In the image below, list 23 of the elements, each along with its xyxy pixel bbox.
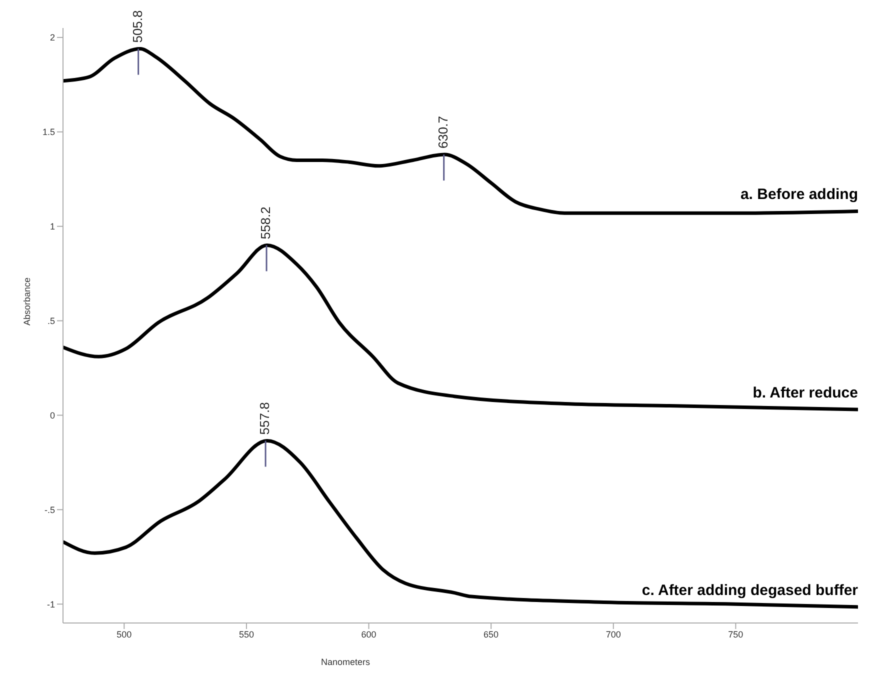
- annotation: 505.8: [130, 10, 145, 43]
- y-axis-title: Absorbance: [22, 277, 32, 326]
- x-tick-label: 700: [606, 629, 621, 640]
- y-tick-label: -.5: [44, 504, 55, 515]
- y-tick-label: 1: [50, 222, 55, 232]
- series-label: b. After reduce: [752, 384, 858, 402]
- x-tick-label: 650: [484, 629, 499, 640]
- y-tick-label: .5: [47, 316, 55, 326]
- series-label: a. Before adding: [740, 186, 858, 204]
- x-tick-label: 550: [238, 629, 254, 640]
- series-label: c. After adding degased buffer: [642, 582, 858, 599]
- annotation: 557.8: [256, 402, 272, 435]
- annotation: 558.2: [258, 206, 273, 240]
- y-tick-label: 1.5: [42, 127, 55, 138]
- y-tick-label: -1: [46, 599, 55, 610]
- y-tick-label: 2: [50, 32, 55, 43]
- annotation: 630.7: [435, 116, 450, 149]
- line-series: [63, 438, 858, 609]
- x-tick-label: 500: [116, 629, 132, 640]
- y-tick-label: 0: [50, 410, 55, 420]
- x-tick-label: 750: [728, 629, 744, 640]
- x-axis-title: Nanometers: [321, 657, 371, 667]
- x-tick-label: 600: [361, 629, 376, 640]
